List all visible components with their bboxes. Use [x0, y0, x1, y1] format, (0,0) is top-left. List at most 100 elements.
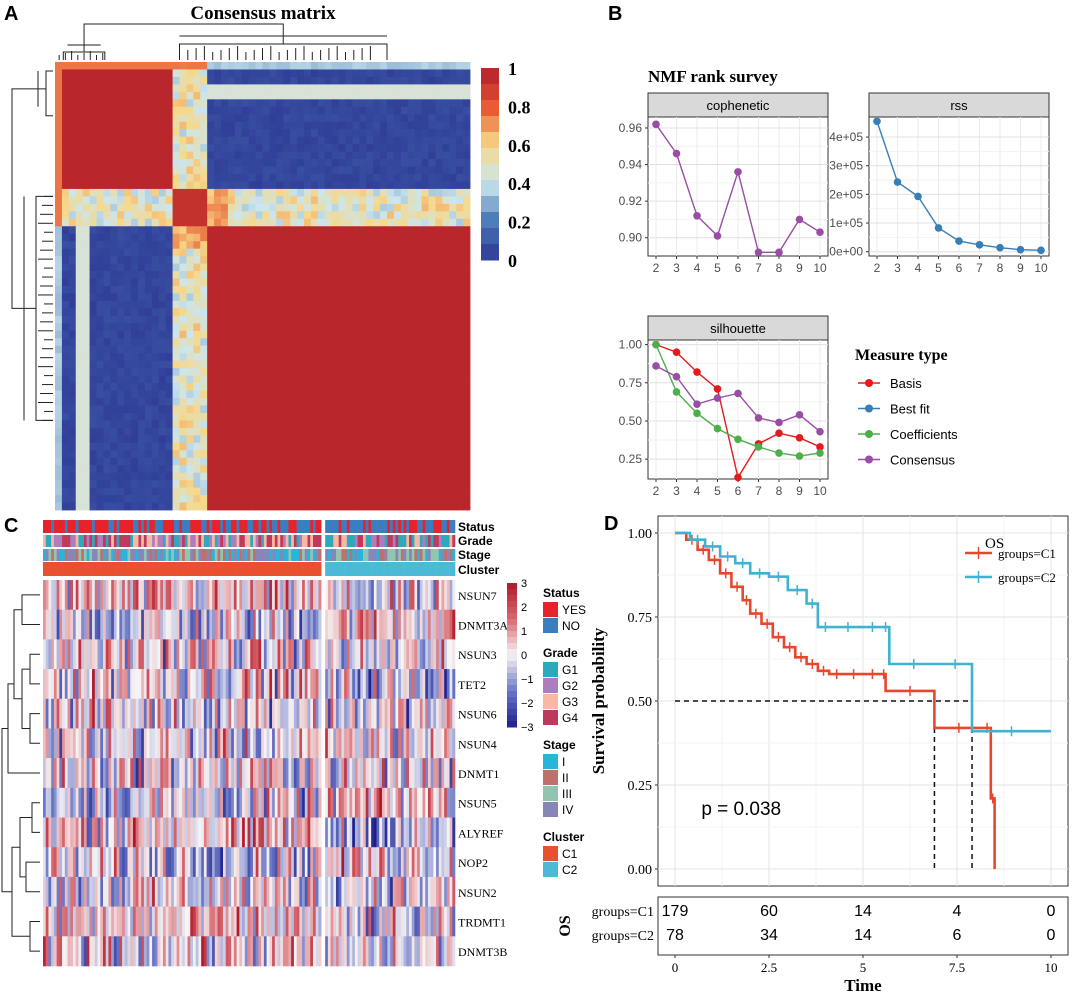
- consensus-cell: [138, 360, 146, 369]
- consensus-cell: [151, 502, 160, 511]
- consensus-cell: [186, 338, 194, 347]
- consensus-cell: [179, 315, 187, 324]
- expression-cell: [433, 609, 437, 640]
- consensus-cell: [414, 241, 422, 250]
- annotation-cell: [282, 520, 287, 533]
- annotation-cell: [165, 549, 169, 561]
- annotation-cell: [304, 562, 308, 576]
- consensus-cell: [75, 91, 84, 100]
- consensus-cell: [283, 69, 291, 78]
- consensus-cell: [304, 226, 312, 235]
- annotation-cell: [433, 562, 437, 576]
- consensus-cell: [117, 375, 125, 384]
- consensus-cell: [248, 114, 256, 123]
- data-point-consensus: [693, 211, 701, 220]
- consensus-cell: [207, 323, 215, 332]
- consensus-cell: [366, 114, 374, 123]
- data-point-coefficients: [795, 452, 804, 460]
- consensus-cell: [435, 495, 443, 503]
- consensus-cell: [297, 398, 305, 406]
- consensus-cell: [68, 278, 77, 287]
- consensus-cell: [283, 368, 291, 376]
- annotation-cell: [293, 549, 297, 561]
- consensus-cell: [421, 211, 429, 220]
- consensus-cell: [366, 271, 374, 279]
- consensus-cell: [407, 338, 416, 347]
- annotation-cell: [225, 562, 229, 576]
- consensus-cell: [359, 450, 367, 459]
- consensus-cell: [359, 300, 367, 309]
- consensus-cell: [200, 420, 208, 429]
- consensus-cell: [227, 76, 236, 85]
- consensus-cell: [435, 84, 443, 93]
- expression-cell: [277, 580, 281, 610]
- consensus-cell: [345, 166, 353, 175]
- consensus-cell: [234, 353, 243, 362]
- consensus-cell: [435, 420, 443, 429]
- annotation-cell: [179, 549, 183, 561]
- consensus-cell: [158, 465, 167, 474]
- consensus-cell: [96, 390, 104, 399]
- consensus-cell: [124, 129, 132, 138]
- consensus-cell: [200, 188, 208, 197]
- consensus-cell: [55, 211, 63, 220]
- consensus-cell: [304, 99, 312, 108]
- consensus-cell: [449, 487, 457, 496]
- consensus-cell: [82, 338, 90, 347]
- annotation-cell: [187, 535, 191, 547]
- consensus-cell: [158, 472, 167, 481]
- consensus-cell: [234, 69, 243, 78]
- consensus-cell: [61, 315, 70, 324]
- consensus-cell: [172, 241, 180, 250]
- consensus-cell: [207, 196, 215, 205]
- consensus-cell: [290, 435, 298, 444]
- consensus-cell: [82, 465, 90, 474]
- annotation-cell: [64, 549, 68, 561]
- consensus-cell: [165, 360, 173, 369]
- colorbar-tick-label: 0.4: [508, 174, 531, 194]
- annotation-cell: [433, 535, 437, 547]
- consensus-cell: [297, 330, 305, 339]
- consensus-cell: [186, 412, 194, 421]
- consensus-cell: [117, 412, 125, 421]
- expression-cell: [349, 609, 353, 640]
- consensus-cell: [428, 330, 436, 339]
- consensus-cell: [227, 398, 236, 406]
- consensus-cell: [138, 188, 146, 197]
- colorbar-segment: [481, 212, 499, 229]
- annotation-cell: [192, 520, 197, 533]
- consensus-cell: [324, 405, 333, 414]
- consensus-cell: [414, 345, 422, 354]
- annotation-cell: [398, 549, 402, 561]
- consensus-cell: [200, 263, 208, 272]
- consensus-cell: [158, 159, 167, 167]
- consensus-cell: [186, 472, 194, 481]
- annotation-cell: [288, 562, 292, 576]
- consensus-cell: [158, 427, 167, 436]
- annotation-cell: [206, 520, 210, 533]
- expression-cell: [344, 639, 348, 670]
- consensus-cell: [151, 114, 160, 123]
- consensus-cell: [352, 412, 360, 421]
- consensus-cell: [442, 62, 450, 70]
- consensus-cell: [117, 136, 125, 145]
- consensus-cell: [449, 345, 457, 354]
- annotation-cell: [124, 520, 128, 533]
- consensus-cell: [138, 174, 146, 182]
- consensus-cell: [179, 271, 187, 279]
- consensus-cell: [338, 196, 346, 205]
- consensus-cell: [414, 465, 422, 474]
- consensus-cell: [193, 188, 201, 197]
- annotation-cell: [318, 535, 322, 547]
- consensus-cell: [290, 405, 298, 414]
- consensus-cell: [380, 203, 388, 212]
- consensus-cell: [421, 398, 429, 406]
- colorbar-segment: [481, 180, 499, 197]
- consensus-cell: [442, 241, 450, 250]
- annotation-cell: [231, 562, 235, 576]
- consensus-cell: [179, 151, 187, 160]
- annotation-cell: [138, 520, 142, 533]
- consensus-cell: [290, 241, 298, 250]
- consensus-cell: [456, 457, 464, 466]
- consensus-cell: [345, 442, 353, 451]
